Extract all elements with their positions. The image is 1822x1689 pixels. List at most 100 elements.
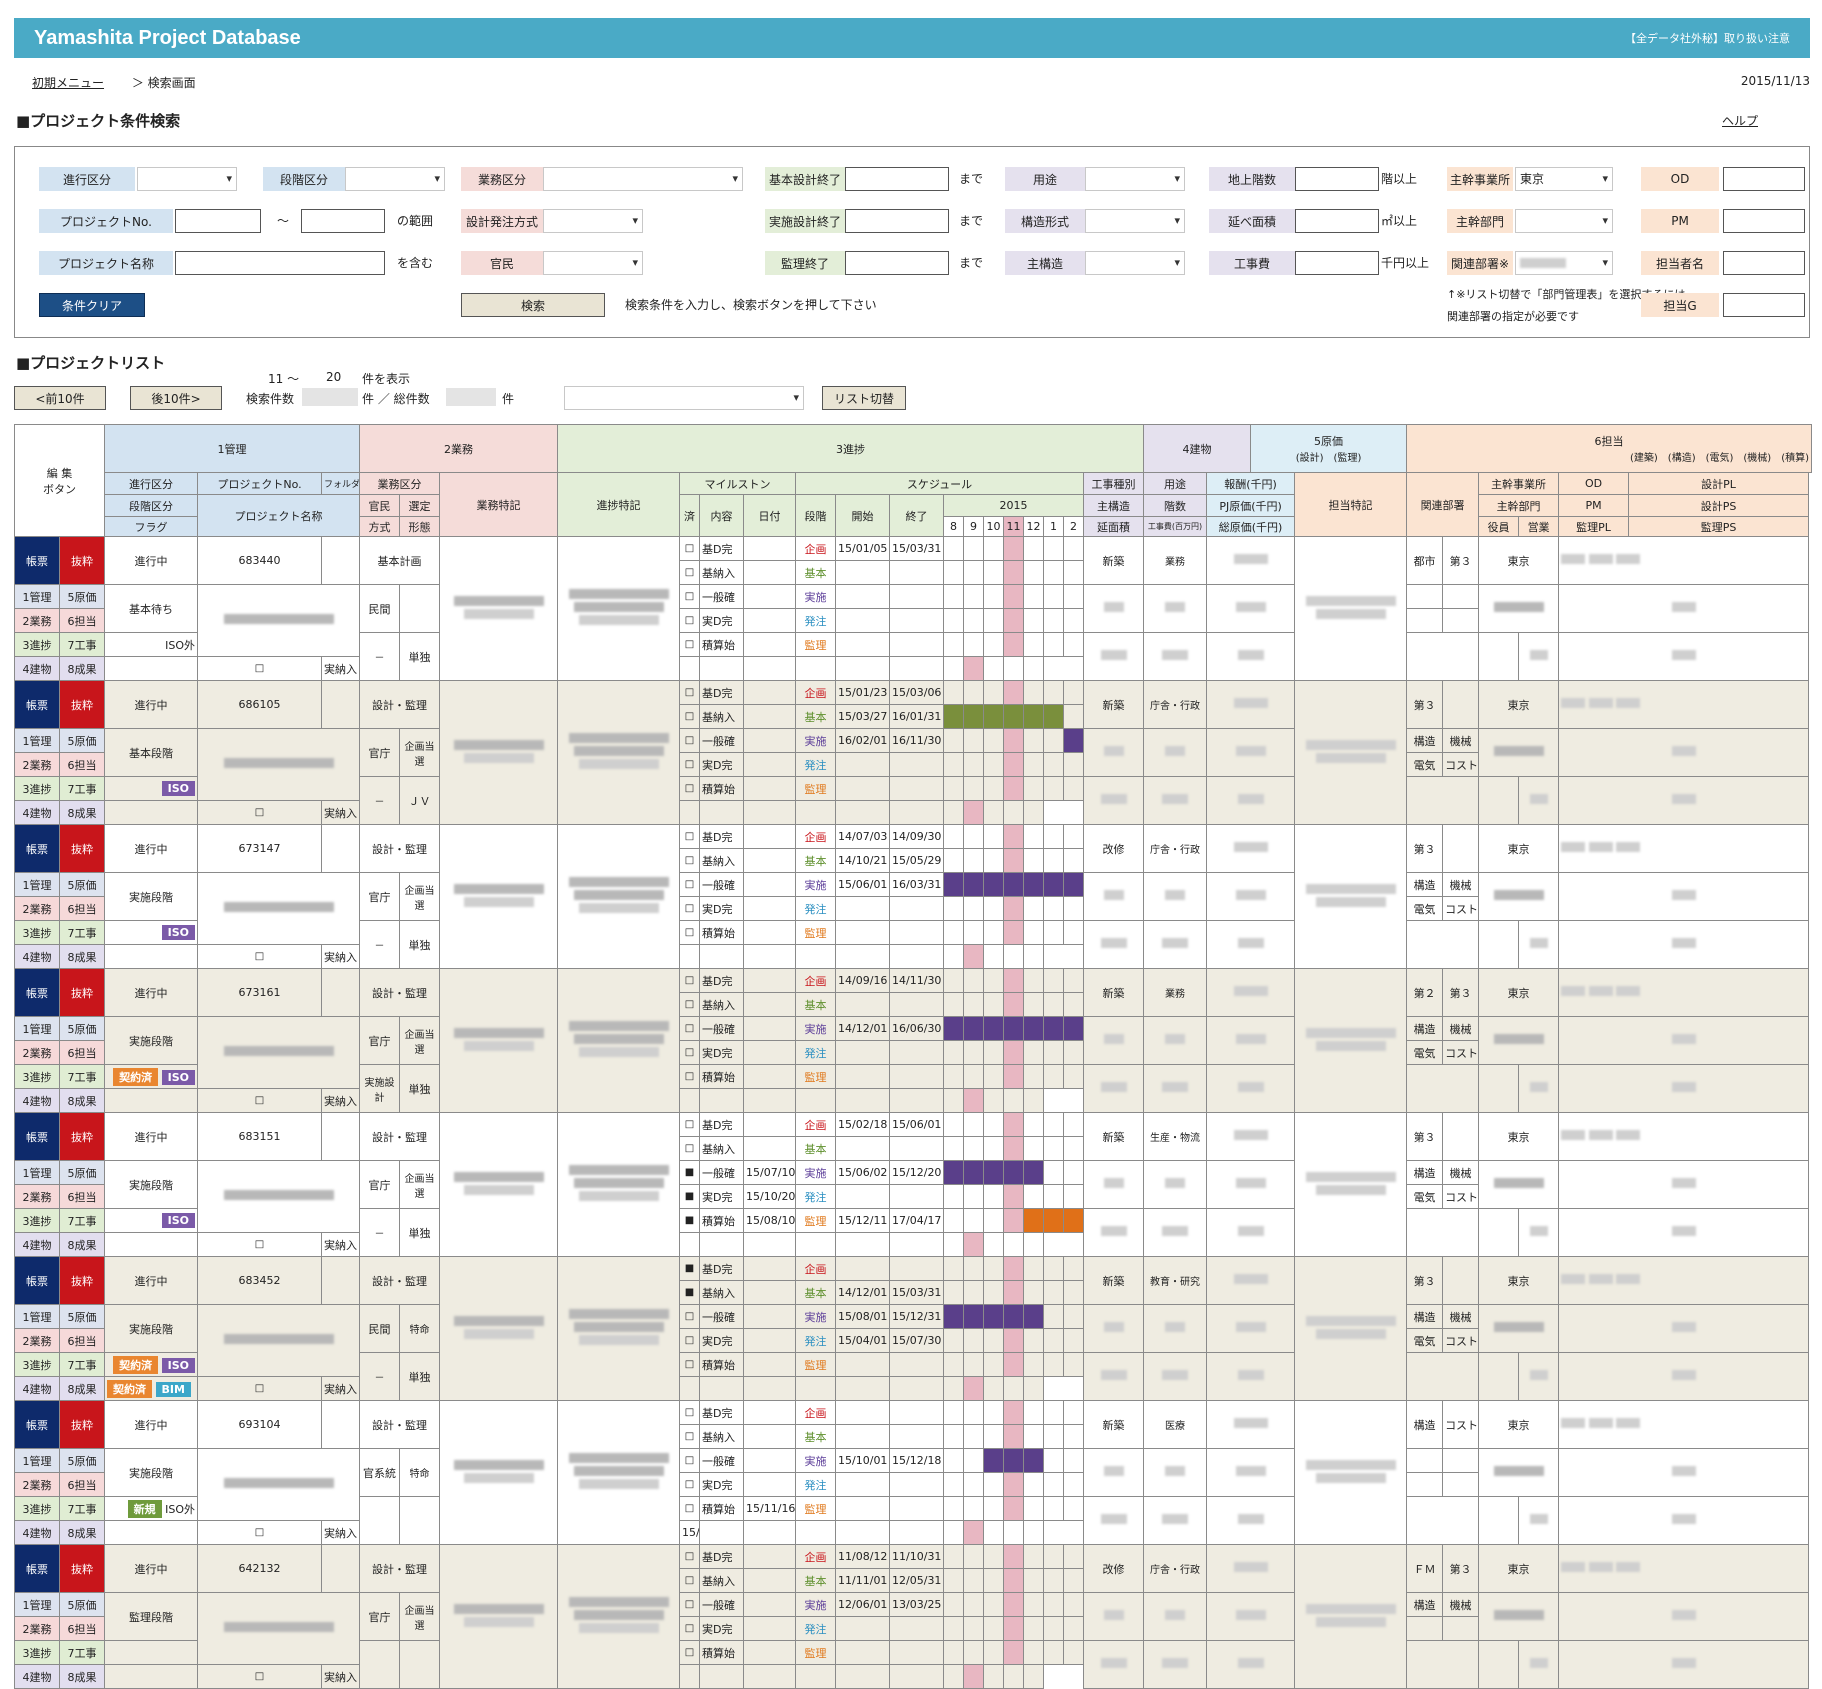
- extract-button[interactable]: 抜粋: [59, 680, 105, 729]
- tab-button-t3[interactable]: 3進捗: [14, 1064, 60, 1089]
- tab-button-t5[interactable]: 5原価: [59, 1592, 105, 1617]
- milestone-checkbox[interactable]: □: [679, 632, 701, 657]
- project-name-value[interactable]: [196, 1016, 361, 1089]
- milestone-checkbox[interactable]: □: [679, 584, 701, 609]
- tab-button-t2[interactable]: 2業務: [14, 1472, 60, 1497]
- tab-button-t4[interactable]: 4建物: [14, 800, 60, 825]
- tab-button-t6[interactable]: 6担当: [59, 1328, 105, 1353]
- milestone-checkbox[interactable]: □: [679, 728, 701, 753]
- tab-button-t5[interactable]: 5原価: [59, 1016, 105, 1041]
- milestone-checkbox[interactable]: □: [679, 1496, 701, 1521]
- extract-button[interactable]: 抜粋: [59, 1112, 105, 1161]
- milestone-checkbox[interactable]: ■: [679, 1184, 701, 1209]
- pm-input[interactable]: [1723, 209, 1805, 233]
- construction-cost-input[interactable]: [1295, 251, 1379, 275]
- project-no-value[interactable]: 683452: [197, 1256, 322, 1305]
- milestone-checkbox[interactable]: □: [679, 968, 701, 993]
- main-dept-select[interactable]: [1515, 209, 1613, 233]
- milestone-checkbox[interactable]: □: [679, 1304, 701, 1329]
- stage-select[interactable]: [345, 167, 445, 191]
- project-no-to-input[interactable]: [301, 209, 385, 233]
- tab-button-t1[interactable]: 1管理: [14, 584, 60, 609]
- main-office-select[interactable]: 東京: [1515, 167, 1613, 191]
- project-name-value[interactable]: [196, 584, 361, 657]
- folder-cell[interactable]: [320, 1112, 361, 1161]
- form-button[interactable]: 帳票: [14, 1256, 60, 1305]
- list-switch-button[interactable]: リスト切替: [822, 386, 906, 410]
- milestone-checkbox[interactable]: □: [679, 752, 701, 777]
- milestone-checkbox[interactable]: □: [197, 1664, 322, 1689]
- tab-button-t6[interactable]: 6担当: [59, 752, 105, 777]
- list-view-select[interactable]: [564, 386, 804, 410]
- milestone-checkbox[interactable]: □: [679, 824, 701, 849]
- tab-button-t1[interactable]: 1管理: [14, 1448, 60, 1473]
- project-no-value[interactable]: 683440: [197, 536, 322, 585]
- order-method-select[interactable]: [543, 209, 643, 233]
- supervise-end-input[interactable]: [845, 251, 949, 275]
- milestone-checkbox[interactable]: □: [679, 1568, 701, 1593]
- tab-button-t4[interactable]: 4建物: [14, 656, 60, 681]
- milestone-checkbox[interactable]: □: [679, 1472, 701, 1497]
- tab-button-t7[interactable]: 7工事: [59, 1640, 105, 1665]
- milestone-checkbox[interactable]: ■: [679, 1280, 701, 1305]
- od-input[interactable]: [1723, 167, 1805, 191]
- extract-button[interactable]: 抜粋: [59, 1400, 105, 1449]
- folder-cell[interactable]: [320, 968, 361, 1017]
- floor-area-input[interactable]: [1295, 209, 1379, 233]
- milestone-checkbox[interactable]: □: [197, 1088, 322, 1113]
- prev-10-button[interactable]: <前10件: [14, 386, 106, 410]
- tab-button-t8[interactable]: 8成果: [59, 656, 105, 681]
- tab-button-t4[interactable]: 4建物: [14, 1520, 60, 1545]
- tab-button-t4[interactable]: 4建物: [14, 1232, 60, 1257]
- milestone-checkbox[interactable]: □: [197, 944, 322, 969]
- search-button[interactable]: 検索: [461, 293, 605, 317]
- milestone-checkbox[interactable]: □: [679, 1544, 701, 1569]
- progress-select[interactable]: [137, 167, 237, 191]
- tab-button-t2[interactable]: 2業務: [14, 1616, 60, 1641]
- milestone-checkbox[interactable]: □: [679, 1112, 701, 1137]
- form-button[interactable]: 帳票: [14, 824, 60, 873]
- project-no-value[interactable]: 693104: [197, 1400, 322, 1449]
- milestone-checkbox[interactable]: □: [679, 848, 701, 873]
- milestone-checkbox[interactable]: □: [679, 1040, 701, 1065]
- project-no-from-input[interactable]: [175, 209, 261, 233]
- tab-button-t7[interactable]: 7工事: [59, 1064, 105, 1089]
- milestone-checkbox[interactable]: ■: [679, 1208, 701, 1233]
- public-private-select[interactable]: [543, 251, 643, 275]
- milestone-checkbox[interactable]: □: [197, 1376, 322, 1401]
- tab-button-t8[interactable]: 8成果: [59, 1088, 105, 1113]
- milestone-checkbox[interactable]: □: [679, 1448, 701, 1473]
- milestone-checkbox[interactable]: □: [679, 1016, 701, 1041]
- folder-cell[interactable]: [320, 536, 361, 585]
- milestone-checkbox[interactable]: □: [679, 896, 701, 921]
- tab-button-t5[interactable]: 5原価: [59, 1448, 105, 1473]
- milestone-checkbox[interactable]: □: [679, 1616, 701, 1641]
- tab-button-t1[interactable]: 1管理: [14, 1160, 60, 1185]
- milestone-checkbox[interactable]: ■: [679, 1256, 701, 1281]
- form-button[interactable]: 帳票: [14, 1544, 60, 1593]
- tab-button-t7[interactable]: 7工事: [59, 1496, 105, 1521]
- group-input[interactable]: [1723, 293, 1805, 317]
- tab-button-t2[interactable]: 2業務: [14, 896, 60, 921]
- form-button[interactable]: 帳票: [14, 1400, 60, 1449]
- tab-button-t6[interactable]: 6担当: [59, 608, 105, 633]
- tab-button-t4[interactable]: 4建物: [14, 1088, 60, 1113]
- tab-button-t1[interactable]: 1管理: [14, 1016, 60, 1041]
- milestone-checkbox[interactable]: □: [679, 1640, 701, 1665]
- form-button[interactable]: 帳票: [14, 536, 60, 585]
- basic-end-input[interactable]: [845, 167, 949, 191]
- milestone-checkbox[interactable]: □: [197, 1520, 322, 1545]
- project-name-value[interactable]: [196, 1304, 361, 1377]
- extract-button[interactable]: 抜粋: [59, 968, 105, 1017]
- tab-button-t2[interactable]: 2業務: [14, 1184, 60, 1209]
- tab-button-t1[interactable]: 1管理: [14, 728, 60, 753]
- project-no-value[interactable]: 642132: [197, 1544, 322, 1593]
- folder-cell[interactable]: [320, 824, 361, 873]
- project-name-input[interactable]: [175, 251, 385, 275]
- milestone-checkbox[interactable]: □: [197, 1232, 322, 1257]
- milestone-checkbox[interactable]: □: [679, 1064, 701, 1089]
- clear-conditions-button[interactable]: 条件クリア: [39, 293, 145, 317]
- tab-button-t1[interactable]: 1管理: [14, 872, 60, 897]
- person-input[interactable]: [1723, 251, 1805, 275]
- project-name-value[interactable]: [196, 1592, 361, 1665]
